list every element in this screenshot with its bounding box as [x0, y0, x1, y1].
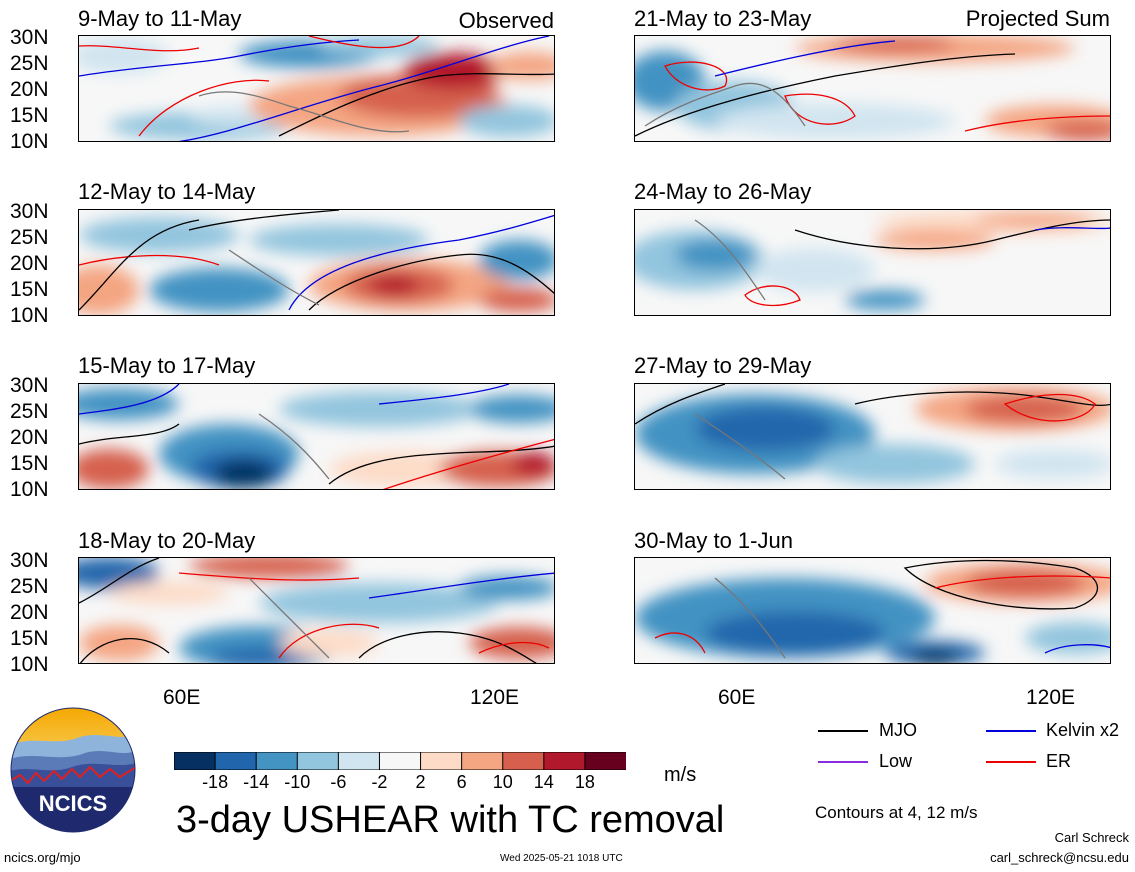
ncics-logo: NCICS: [10, 707, 136, 833]
colorbar-tick-label: 6: [456, 772, 467, 792]
lat-tick-15n: 15N: [10, 452, 49, 475]
lat-tick-25n: 25N: [10, 575, 49, 598]
footer-timestamp: Wed 2025-05-21 1018 UTC: [500, 853, 623, 864]
panel-title-4: 24-May to 26-May: [634, 179, 812, 204]
shear-field-8: [635, 559, 1110, 663]
shear-field-4: [635, 210, 1110, 310]
colorbar-swatch: [173, 751, 217, 771]
colorbar-swatch: [461, 751, 504, 771]
shear-field-1: [79, 36, 554, 141]
colorbar-swatch: [337, 751, 381, 771]
footer-url[interactable]: ncics.org/mjo: [4, 850, 81, 865]
lat-tick-30n: 30N: [10, 26, 49, 49]
lat-tick-20n: 20N: [10, 78, 49, 101]
contours-note: Contours at 4, 12 m/s: [815, 803, 978, 822]
map-panel-3: [78, 209, 555, 316]
lat-tick-15n: 15N: [10, 104, 49, 127]
lat-tick-15n: 15N: [10, 627, 49, 650]
logo-text: NCICS: [39, 791, 107, 816]
shear-field-5: [79, 384, 554, 489]
map-panel-4: [634, 209, 1111, 316]
lat-tick-15n: 15N: [10, 278, 49, 301]
colorbar-swatches: [173, 751, 628, 771]
shear-field-6: [635, 384, 1110, 484]
colorbar-swatch: [214, 751, 258, 771]
legend-line-low: [818, 761, 868, 763]
lon-tick-120e-left: 120E: [470, 686, 520, 709]
shear-field-2: [635, 36, 1110, 141]
lat-tick-30n: 30N: [10, 200, 49, 223]
legend-label-er: ER: [1046, 751, 1072, 771]
lat-tick-20n: 20N: [10, 601, 49, 624]
panel-title-2: 21-May to 23-May: [634, 6, 812, 31]
colorbar-units: m/s: [664, 764, 697, 786]
lat-tick-10n: 10N: [10, 478, 49, 501]
lon-tick-60e-right: 60E: [718, 686, 756, 709]
colorbar-swatch: [255, 751, 299, 771]
colorbar-tick-label: -10: [284, 772, 311, 792]
panel-title-5: 15-May to 17-May: [78, 353, 256, 378]
lat-tick-30n: 30N: [10, 374, 49, 397]
legend-line-mjo: [818, 730, 868, 732]
lon-tick-60e-left: 60E: [163, 686, 201, 709]
lat-tick-25n: 25N: [10, 226, 49, 249]
colorbar: [173, 751, 628, 771]
lat-tick-25n: 25N: [10, 400, 49, 423]
colorbar-swatch: [502, 751, 545, 771]
colorbar-tick-label: 10: [492, 772, 513, 792]
map-panel-5: [78, 383, 555, 490]
colorbar-tick-label: -2: [371, 772, 388, 792]
colorbar-tick-label: 14: [533, 772, 554, 792]
colorbar-swatch: [296, 751, 340, 771]
colorbar-tick-label: -14: [243, 772, 270, 792]
legend-label-low: Low: [879, 751, 913, 771]
footer-author: Carl Schreck: [1054, 830, 1129, 845]
panel-corner-projected: Projected Sum: [965, 6, 1110, 31]
lat-tick-20n: 20N: [10, 252, 49, 275]
panel-title-7: 18-May to 20-May: [78, 528, 256, 553]
legend-label-kelvin: Kelvin x2: [1046, 720, 1120, 740]
figure-title: 3-day USHEAR with TC removal: [176, 799, 725, 841]
lon-tick-120e-right: 120E: [1026, 686, 1076, 709]
map-panel-8: [634, 557, 1111, 664]
lat-tick-10n: 10N: [10, 130, 49, 153]
legend-label-mjo: MJO: [879, 720, 917, 740]
lat-tick-20n: 20N: [10, 426, 49, 449]
panel-title-3: 12-May to 14-May: [78, 179, 256, 204]
lat-tick-30n: 30N: [10, 549, 49, 572]
colorbar-tick-label: -6: [330, 772, 347, 792]
map-panel-6: [634, 383, 1111, 490]
colorbar-swatch: [420, 751, 463, 771]
lat-tick-25n: 25N: [10, 52, 49, 75]
colorbar-tick-label: 18: [574, 772, 595, 792]
colorbar-swatch: [543, 751, 586, 771]
panel-title-6: 27-May to 29-May: [634, 353, 812, 378]
colorbar-swatch: [378, 751, 422, 771]
shear-field-3: [79, 210, 554, 315]
map-panel-2: [634, 35, 1111, 142]
lat-tick-10n: 10N: [10, 653, 49, 676]
colorbar-tick-label: 2: [415, 772, 426, 792]
lat-tick-10n: 10N: [10, 304, 49, 327]
map-panel-1: [78, 35, 555, 142]
panel-title-1: 9-May to 11-May: [78, 6, 242, 31]
legend-line-er: [986, 761, 1036, 763]
legend-line-kelvin: [986, 730, 1036, 732]
shear-field-7: [79, 558, 554, 663]
footer-email[interactable]: carl_schreck@ncsu.edu: [990, 850, 1129, 865]
panel-title-8: 30-May to 1-Jun: [634, 528, 793, 553]
colorbar-tick-label: -18: [202, 772, 229, 792]
map-panel-7: [78, 557, 555, 664]
ncics-logo-mark: NCICS: [10, 707, 136, 833]
panel-corner-observed: Observed: [458, 8, 554, 33]
colorbar-swatch: [584, 751, 628, 771]
